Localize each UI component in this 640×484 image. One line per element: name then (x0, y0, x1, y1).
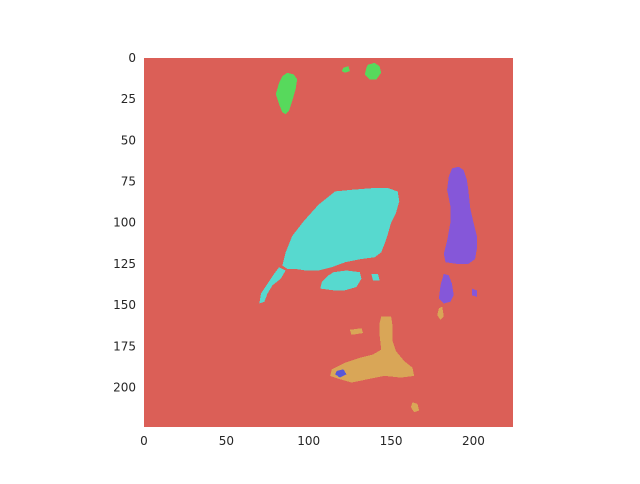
segment-region-class-2 (282, 188, 400, 271)
x-tick-label: 100 (297, 434, 320, 448)
x-tick-label: 50 (219, 434, 234, 448)
y-tick-label: 0 (128, 51, 136, 65)
segment-region-class-2 (259, 267, 286, 304)
segment-region-class-4 (330, 316, 415, 383)
y-tick-label: 50 (121, 133, 136, 147)
segment-region-class-3 (471, 288, 477, 297)
segment-region-class-1 (341, 66, 350, 73)
segment-region-class-3 (443, 166, 477, 264)
segment-region-class-4 (349, 328, 364, 335)
y-tick-label: 100 (113, 216, 136, 230)
y-tick-label: 200 (113, 380, 136, 394)
segment-region-class-4 (437, 306, 444, 320)
y-tick-label: 125 (113, 257, 136, 271)
segment-region-class-1 (275, 72, 298, 114)
y-tick-label: 150 (113, 298, 136, 312)
segment-region-class-4 (410, 402, 420, 413)
x-tick-label: 200 (462, 434, 485, 448)
x-axis: 0 50 100 150 200 (140, 434, 485, 448)
y-tick-label: 25 (121, 92, 136, 106)
x-tick-label: 150 (380, 434, 403, 448)
y-axis: 0 25 50 75 100 125 150 175 200 (113, 51, 136, 394)
segment-region-class-3 (438, 273, 454, 304)
segmentation-image (144, 58, 513, 427)
segment-region-class-2 (371, 273, 380, 281)
y-tick-label: 175 (113, 339, 136, 353)
segment-region-class-5 (335, 369, 347, 378)
y-tick-label: 75 (121, 175, 136, 189)
segment-region-class-1 (364, 62, 382, 80)
segment-region-class-2 (320, 270, 362, 291)
x-tick-label: 0 (140, 434, 148, 448)
